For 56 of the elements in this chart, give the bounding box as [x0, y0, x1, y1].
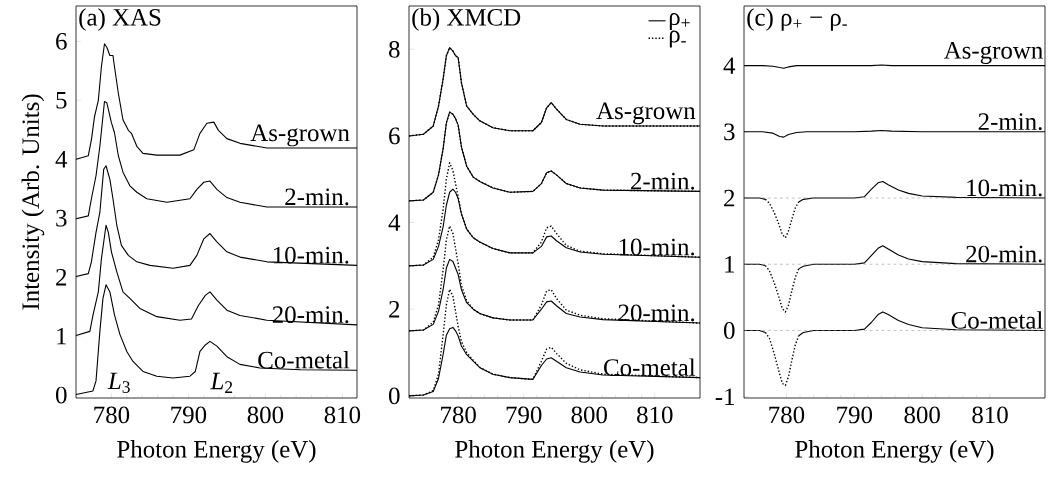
y-tick-label: 6	[389, 127, 400, 145]
annotation: Co-metal	[258, 351, 350, 369]
y-tick-label: 8	[389, 40, 400, 58]
annotation: 20-min.	[618, 304, 695, 322]
annotation: 10-min.	[967, 179, 1042, 197]
x-tick-label: 780	[94, 406, 130, 424]
chart-title: (c) ρ$_{+}$ − ρ$_{-}$	[747, 8, 847, 31]
x-tick-label: 790	[837, 406, 873, 424]
annotation: 20-min.	[272, 306, 349, 324]
annotation: 20-min.	[966, 245, 1042, 263]
y-tick-label: 4	[388, 214, 401, 231]
annotation: 10-min.	[619, 238, 695, 256]
y-tick-label: 3	[56, 209, 67, 227]
annotation: 10-min.	[273, 246, 349, 264]
y-tick-label: 3	[724, 123, 735, 141]
x-tick-label: 780	[441, 406, 476, 424]
y-tick-label: 0	[56, 386, 67, 404]
y-tick-label: 2	[724, 189, 735, 207]
y-tick-label: 4	[723, 57, 736, 74]
x-tick-label: 800	[904, 406, 940, 424]
y-tick-label: 1	[57, 327, 66, 345]
chart-title: (a) XAS	[79, 8, 161, 31]
chart-title: (b) XMCD	[412, 8, 521, 31]
annotation: As-grown	[596, 102, 696, 125]
x-axis-title: Photon Energy (eV)	[795, 440, 994, 463]
annotation: 2-min.	[285, 188, 349, 206]
x-axis-title: Photon Energy (eV)	[455, 440, 654, 463]
x-tick-label: 810	[972, 406, 1008, 424]
y-tick-label: 2	[389, 300, 400, 318]
y-tick-label: 0	[724, 322, 735, 339]
y-tick-label: 5	[56, 92, 67, 109]
x-tick-label: 800	[571, 406, 607, 424]
annotation: L$_{3}$	[107, 372, 130, 393]
annotation: As-grown	[943, 42, 1043, 64]
x-tick-label: 810	[637, 406, 673, 424]
y-tick-label: 0	[389, 387, 400, 405]
y-tick-label: 6	[56, 33, 67, 50]
annotation: Co-metal	[604, 358, 696, 376]
x-axis-title: Photon Energy (eV)	[117, 440, 316, 463]
legend-label: ρ$_{-}$	[669, 30, 686, 48]
annotation: As-grown	[250, 124, 350, 147]
x-tick-label: 810	[324, 406, 361, 424]
annotation: L$_{2}$	[210, 372, 233, 393]
y-tick-label: -1	[715, 388, 735, 405]
annotation: 2-min.	[978, 113, 1042, 131]
x-tick-label: 800	[247, 406, 284, 424]
y-tick-label: 1	[725, 256, 735, 273]
x-tick-label: 790	[506, 406, 542, 424]
y-tick-label: 2	[56, 268, 67, 286]
y-tick-label: 4	[55, 151, 68, 168]
annotation: Co-metal	[951, 311, 1043, 329]
x-tick-label: 780	[769, 406, 805, 424]
y-axis-title: Intensity (Arb. Units)	[21, 94, 45, 310]
x-tick-label: 790	[171, 406, 207, 424]
legend-label: ρ$_{+}$	[669, 13, 690, 31]
annotation: 2-min.	[631, 172, 695, 190]
